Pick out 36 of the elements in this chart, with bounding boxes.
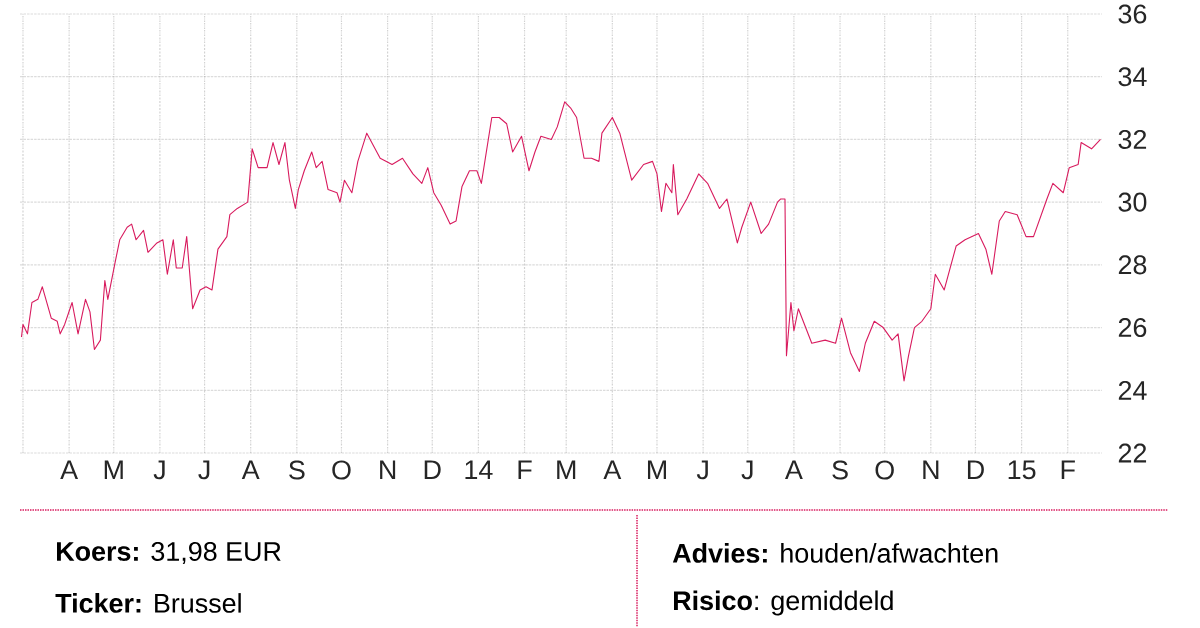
text: Koers: 31,98 EUR bbox=[57, 542, 281, 565]
x-tick-label: O bbox=[332, 460, 351, 480]
x-tick-label: M bbox=[647, 460, 666, 480]
x-tick-label: J bbox=[153, 460, 165, 480]
x-tick-label: A bbox=[603, 460, 622, 480]
x-tick-label: D bbox=[967, 460, 984, 480]
x-tick-label: J bbox=[741, 460, 753, 480]
x-tick-label: S bbox=[832, 460, 848, 480]
x-tick-label: F bbox=[1061, 460, 1075, 480]
text: Advies: houden/afwachten bbox=[672, 543, 998, 563]
x-tick-label: A bbox=[241, 460, 260, 480]
x-tick-label: J bbox=[198, 460, 210, 480]
y-tick-label: 36 bbox=[1118, 4, 1147, 24]
x-tick-label: N bbox=[380, 460, 396, 480]
y-tick-label: 24 bbox=[1118, 381, 1147, 400]
line-series bbox=[20, 101, 1102, 382]
x-tick-label: M bbox=[104, 460, 123, 480]
x-tick-label: J bbox=[696, 460, 708, 480]
x-tick-label: M bbox=[557, 460, 576, 480]
y-tick-label: 26 bbox=[1118, 318, 1147, 338]
x-tick-label: 15 bbox=[1008, 460, 1036, 480]
y-tick-label: 28 bbox=[1118, 255, 1147, 275]
y-tick-label: 22 bbox=[1118, 443, 1147, 463]
x-tick-label: D bbox=[424, 460, 441, 480]
y-tick-label: 34 bbox=[1118, 67, 1147, 87]
x-tick-label: O bbox=[875, 460, 894, 480]
x-tick-label: A bbox=[60, 460, 79, 480]
text: Risico: gemiddeld bbox=[674, 590, 893, 616]
y-tick-label: 30 bbox=[1118, 192, 1147, 212]
x-tick-label: A bbox=[784, 460, 803, 480]
x-tick-label: 14 bbox=[465, 460, 493, 480]
x-tick-label: F bbox=[518, 460, 532, 480]
text: Ticker: Brussel bbox=[55, 593, 241, 613]
x-tick-label: N bbox=[923, 460, 939, 480]
x-tick-label: S bbox=[289, 460, 305, 480]
y-tick-label: 32 bbox=[1118, 130, 1147, 150]
